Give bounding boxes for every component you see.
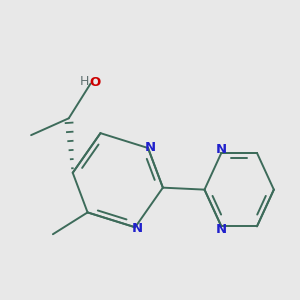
- Text: N: N: [216, 223, 227, 236]
- Text: N: N: [216, 143, 227, 157]
- Text: H: H: [80, 75, 89, 88]
- Text: O: O: [89, 76, 100, 89]
- Text: N: N: [144, 140, 156, 154]
- Text: N: N: [132, 222, 143, 235]
